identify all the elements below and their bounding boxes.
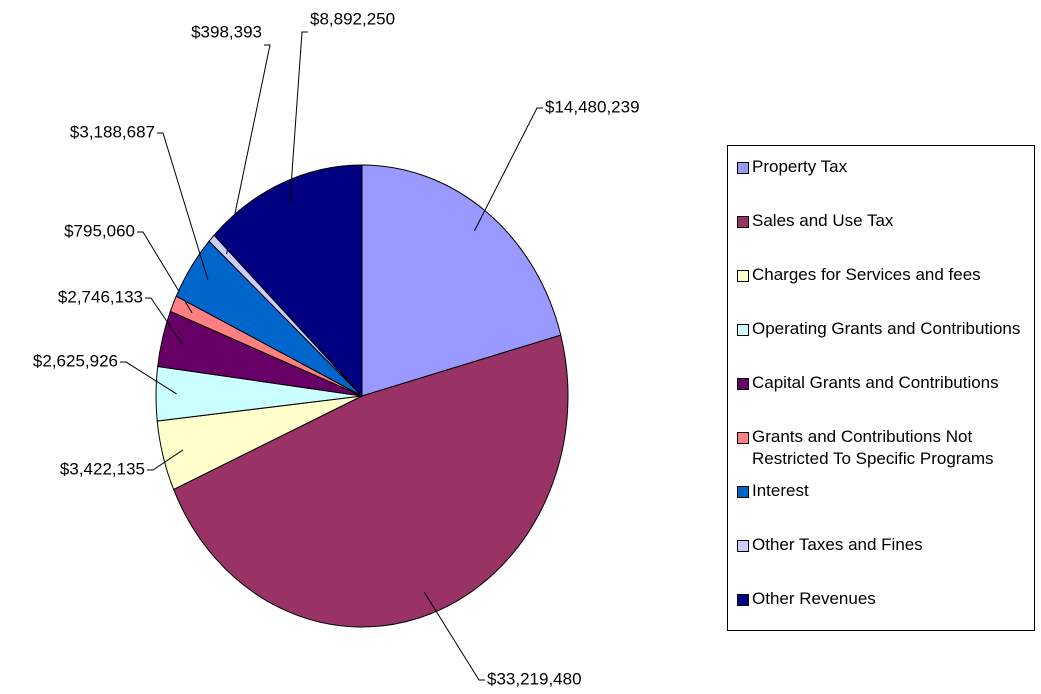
legend-item: Property Tax — [737, 156, 1032, 178]
legend-swatch — [737, 270, 749, 282]
data-label: $3,422,135 — [60, 459, 145, 478]
legend-item: Other Revenues — [737, 588, 1032, 610]
legend-item: Sales and Use Tax — [737, 210, 1032, 232]
leader-line — [474, 107, 543, 231]
legend-label: Operating Grants and Contributions — [752, 319, 1021, 338]
legend-label: Grants and Contributions Not Restricted … — [752, 427, 994, 468]
data-label: $14,480,239 — [545, 97, 640, 116]
legend-swatch — [737, 432, 749, 444]
legend-swatch — [737, 540, 749, 552]
legend-item: Capital Grants and Contributions — [737, 372, 1032, 394]
leader-line — [137, 231, 193, 314]
legend-item: Grants and Contributions Not Restricted … — [737, 426, 1032, 470]
legend-swatch — [737, 486, 749, 498]
legend-item: Charges for Services and fees — [737, 264, 1032, 286]
data-label: $3,188,687 — [70, 122, 155, 141]
legend-label: Sales and Use Tax — [752, 211, 894, 230]
data-label: $33,219,480 — [487, 669, 582, 688]
pie-slice — [361, 164, 562, 397]
legend: Property Tax Sales and Use Tax Charges for… — [727, 145, 1035, 631]
legend-label: Property Tax — [752, 157, 848, 176]
data-label: $398,393 — [191, 22, 262, 41]
data-label: $2,746,133 — [58, 287, 143, 306]
legend-item: Interest — [737, 480, 1032, 502]
legend-swatch — [737, 324, 749, 336]
data-label: $8,892,250 — [310, 9, 395, 28]
legend-label: Other Revenues — [752, 589, 876, 608]
legend-label: Capital Grants and Contributions — [752, 373, 999, 392]
legend-item: Other Taxes and Fines — [737, 534, 1032, 556]
pie-slice — [213, 164, 363, 398]
leader-line — [147, 449, 184, 471]
legend-item: Operating Grants and Contributions — [737, 318, 1032, 340]
legend-label: Interest — [752, 481, 809, 500]
legend-label: Other Taxes and Fines — [752, 535, 923, 554]
leader-line — [423, 591, 485, 681]
legend-label: Charges for Services and fees — [752, 265, 981, 284]
legend-swatch — [737, 594, 749, 606]
legend-swatch — [737, 216, 749, 228]
leader-line — [157, 132, 209, 281]
pie-slice — [172, 334, 569, 628]
legend-swatch — [737, 378, 749, 390]
leader-line — [226, 44, 271, 255]
data-label: $2,625,926 — [33, 351, 118, 370]
leader-line — [120, 361, 177, 395]
leader-line — [145, 297, 183, 345]
leader-line — [289, 31, 308, 205]
data-label: $795,060 — [64, 221, 135, 240]
legend-swatch — [737, 162, 749, 174]
